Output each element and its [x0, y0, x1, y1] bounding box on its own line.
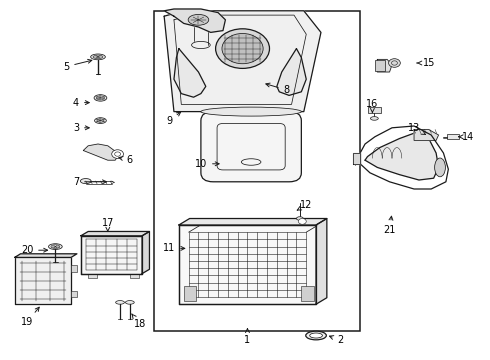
Text: 11: 11: [163, 243, 185, 253]
FancyBboxPatch shape: [201, 112, 301, 182]
Text: 6: 6: [119, 155, 133, 165]
Ellipse shape: [310, 333, 322, 338]
Text: 18: 18: [132, 314, 146, 329]
Circle shape: [389, 59, 400, 67]
Circle shape: [222, 33, 263, 64]
Text: 2: 2: [329, 335, 343, 345]
Bar: [375, 60, 385, 71]
Bar: [71, 265, 77, 272]
Polygon shape: [414, 130, 439, 140]
Bar: [447, 134, 459, 139]
Bar: [368, 107, 381, 113]
Polygon shape: [15, 257, 71, 304]
Circle shape: [112, 150, 123, 158]
Text: 20: 20: [21, 245, 48, 255]
Text: 19: 19: [21, 307, 39, 327]
Polygon shape: [179, 225, 316, 304]
Text: 10: 10: [195, 159, 219, 169]
Ellipse shape: [91, 54, 105, 60]
Text: 13: 13: [408, 123, 426, 135]
Polygon shape: [81, 231, 149, 236]
Text: 17: 17: [101, 218, 114, 231]
Polygon shape: [81, 236, 142, 274]
Bar: [184, 286, 196, 301]
Text: 15: 15: [417, 58, 435, 68]
Text: 16: 16: [366, 99, 378, 113]
Bar: [154, 11, 360, 331]
Polygon shape: [174, 49, 206, 97]
Bar: [88, 274, 97, 278]
Ellipse shape: [201, 107, 301, 116]
Text: 12: 12: [297, 200, 313, 210]
Text: 4: 4: [73, 98, 89, 108]
Bar: [71, 291, 77, 297]
Bar: [130, 274, 139, 278]
Text: 5: 5: [63, 59, 92, 72]
Ellipse shape: [435, 158, 445, 177]
Text: 9: 9: [166, 112, 181, 126]
Text: 3: 3: [73, 123, 89, 133]
Polygon shape: [179, 219, 327, 225]
Ellipse shape: [116, 301, 124, 304]
Text: 14: 14: [459, 132, 474, 142]
Ellipse shape: [95, 118, 106, 123]
Bar: [301, 286, 314, 301]
Polygon shape: [142, 231, 149, 274]
Polygon shape: [377, 59, 392, 72]
Circle shape: [298, 219, 306, 224]
Polygon shape: [164, 9, 225, 32]
Ellipse shape: [306, 331, 326, 340]
Polygon shape: [365, 133, 439, 180]
Circle shape: [216, 29, 270, 68]
Ellipse shape: [370, 117, 378, 120]
Ellipse shape: [49, 244, 62, 249]
Ellipse shape: [94, 95, 107, 101]
Polygon shape: [353, 153, 360, 164]
Text: 8: 8: [266, 83, 290, 95]
Ellipse shape: [188, 14, 209, 25]
Text: 21: 21: [383, 216, 396, 235]
Text: 1: 1: [245, 329, 250, 345]
Polygon shape: [164, 11, 321, 112]
Ellipse shape: [125, 301, 134, 304]
Ellipse shape: [296, 217, 303, 220]
Polygon shape: [15, 254, 77, 257]
Polygon shape: [83, 144, 118, 160]
Polygon shape: [277, 49, 306, 95]
Ellipse shape: [80, 179, 91, 184]
Polygon shape: [316, 219, 327, 304]
Text: 7: 7: [73, 177, 106, 187]
